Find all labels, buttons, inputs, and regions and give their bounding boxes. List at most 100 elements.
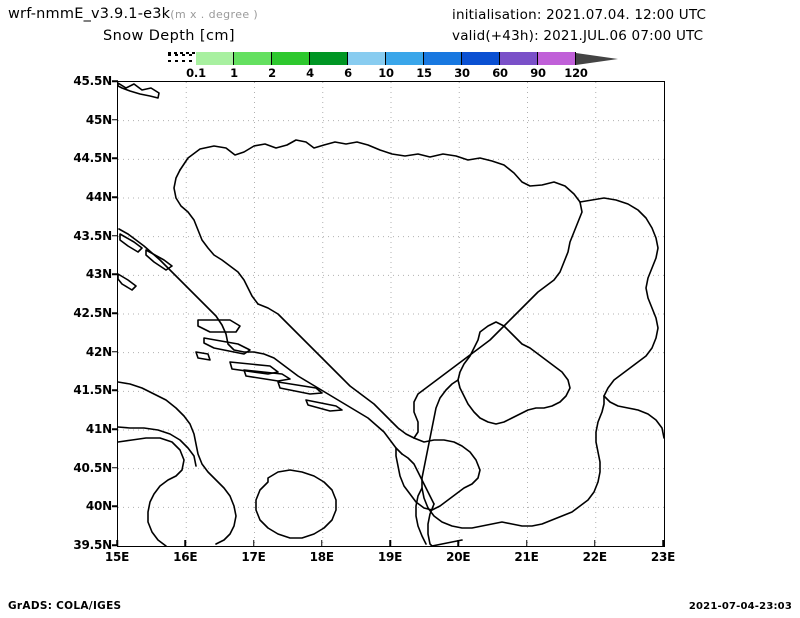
- border-bosnia: [257, 303, 415, 439]
- border-bosnia-serbia: [413, 201, 583, 439]
- x-axis-tick: [662, 540, 664, 546]
- x-axis-label: 21E: [514, 550, 539, 564]
- y-axis-label: 41N: [85, 422, 112, 436]
- colorbar-tick-label: 120: [564, 66, 588, 80]
- colorbar-swatch: [348, 52, 386, 65]
- map-plot-area[interactable]: [117, 81, 665, 547]
- y-axis-label: 45.5N: [73, 74, 112, 88]
- y-axis-label: 41.5N: [73, 383, 112, 398]
- model-name: wrf-nmmE_v3.9.1-e3k: [8, 6, 171, 22]
- island-hvar: [243, 369, 291, 382]
- colorbar-swatch: [234, 52, 272, 65]
- y-axis-tick: [112, 196, 118, 198]
- coastline-dalmatia: [118, 228, 403, 455]
- x-axis-label: 18E: [309, 550, 334, 564]
- y-axis-label: 44N: [85, 190, 112, 204]
- y-axis-label: 43.5N: [73, 228, 112, 243]
- y-axis-tick: [112, 389, 118, 392]
- border-montenegro: [395, 437, 481, 511]
- colorbar-over-range-arrow: [576, 52, 618, 65]
- y-axis-tick: [112, 350, 118, 353]
- island-pag: [118, 273, 137, 291]
- map-canvas: [118, 82, 664, 546]
- y-axis-tick: [112, 273, 118, 276]
- x-axis-label: 22E: [582, 550, 607, 564]
- model-units: (m x . degree ): [170, 8, 259, 21]
- y-axis-tick: [112, 428, 118, 430]
- x-axis-label: 17E: [241, 550, 266, 564]
- colorbar-strip: [168, 52, 618, 65]
- colorbar-swatch: [500, 52, 538, 65]
- colorbar-swatch: [272, 52, 310, 65]
- y-axis-tick: [112, 157, 118, 160]
- y-axis-tick: [112, 80, 118, 82]
- colorbar-tick-label: 4: [306, 66, 314, 80]
- x-axis-label: 19E: [377, 550, 403, 564]
- y-axis-label: 40N: [85, 499, 112, 514]
- y-axis-label: 39.5N: [73, 538, 112, 552]
- colorbar-swatch: [310, 52, 348, 65]
- x-axis-tick: [457, 540, 459, 546]
- island-dugi-otok: [197, 319, 241, 333]
- y-axis-label: 42N: [85, 344, 112, 359]
- colorbar-tick-label: 10: [378, 66, 394, 80]
- colorbar: 0.1 1 2 4 6 10 15 30 60 90 120: [168, 52, 630, 80]
- x-axis-tick: [321, 540, 323, 546]
- island-vis: [195, 351, 211, 361]
- island-kornati: [203, 337, 251, 355]
- colorbar-tick-labels: 0.1 1 2 4 6 10 15 30 60 90 120: [168, 65, 630, 80]
- island-mljet: [305, 399, 343, 412]
- model-title: wrf-nmmE_v3.9.1-e3k(m x . degree ): [8, 6, 258, 22]
- y-axis-label: 43N: [85, 267, 112, 282]
- coastline-italy-gargano: [118, 426, 197, 467]
- x-axis-tick: [116, 540, 118, 546]
- border-kosovo: [457, 321, 571, 425]
- x-axis-label: 15E: [104, 550, 130, 564]
- valid-time: valid(+43h): 2021.JUL.06 07:00 UTC: [452, 28, 704, 44]
- colorbar-tick-label: 2: [268, 66, 276, 80]
- x-axis-tick: [525, 540, 528, 546]
- coastline-croatia-istria: [173, 169, 259, 305]
- border-serbia-east: [579, 197, 659, 397]
- x-axis-label: 20E: [446, 550, 471, 564]
- border-croatia-hungary: [179, 139, 581, 203]
- border-north-macedonia: [421, 379, 605, 529]
- y-axis-label: 44.5N: [73, 151, 112, 166]
- island-korcula: [277, 381, 323, 395]
- map-gridlines: [118, 82, 664, 546]
- coastline-italy-taranto: [255, 469, 337, 539]
- y-axis-tick: [112, 466, 118, 469]
- y-axis-tick: [112, 118, 118, 121]
- colorbar-swatch: [386, 52, 424, 65]
- colorbar-under-range-swatch: [168, 52, 196, 65]
- grads-credit: GrADS: COLA/IGES: [8, 600, 122, 612]
- x-axis-tick: [252, 540, 255, 546]
- y-axis-label: 45N: [85, 112, 112, 127]
- colorbar-tick-label: 30: [454, 66, 470, 80]
- initialisation-time: initialisation: 2021.07.04. 12:00 UTC: [452, 7, 707, 23]
- colorbar-tick-label: 0.1: [186, 66, 206, 80]
- colorbar-tick-label: 60: [492, 66, 508, 80]
- island-krk-cres: [119, 233, 143, 253]
- y-axis: 39.5N 40N 40.5N 41N 41.5N 42N 42.5N 43N 43.5N 44N…: [0, 74, 118, 552]
- y-axis-label: 42.5N: [73, 306, 112, 320]
- x-axis-tick: [594, 540, 596, 546]
- border-albania-east: [415, 487, 427, 545]
- render-timestamp: 2021-07-04-23:03: [688, 601, 792, 612]
- x-axis-label: 16E: [173, 550, 198, 564]
- y-axis-tick: [112, 234, 118, 237]
- field-title: Snow Depth [cm]: [103, 28, 235, 44]
- colorbar-tick-label: 1: [230, 66, 238, 80]
- colorbar-swatch: [196, 52, 234, 65]
- coastline-italy-adriatic: [118, 381, 237, 545]
- colorbar-swatch: [424, 52, 462, 65]
- map-coastlines-and-borders: [118, 82, 664, 546]
- x-axis-label: 23E: [650, 550, 676, 564]
- coastline-albania: [427, 503, 435, 546]
- y-axis-label: 40.5N: [73, 460, 112, 475]
- border-serbia-bulgaria: [603, 395, 664, 439]
- colorbar-tick-label: 90: [530, 66, 546, 80]
- colorbar-swatch: [538, 52, 576, 65]
- island-rab: [145, 249, 173, 271]
- coastline-montenegro: [401, 453, 435, 505]
